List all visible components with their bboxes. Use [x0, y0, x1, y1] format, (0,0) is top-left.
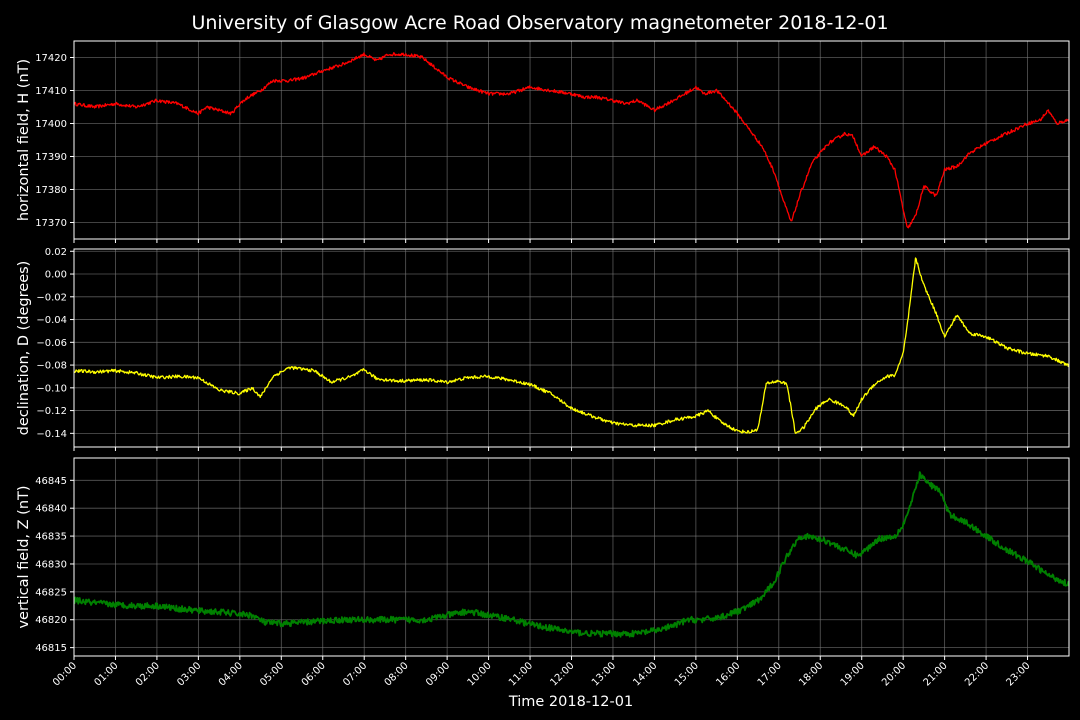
y-tick-label: −0.10	[36, 383, 67, 394]
y-tick-label: 46845	[35, 476, 67, 487]
y-tick-label: 17380	[35, 185, 67, 196]
vertical-field-grid	[73, 458, 1069, 656]
declination-y-axis-label: declination, D (degrees)	[16, 261, 32, 436]
y-tick-label: 46840	[35, 504, 67, 515]
declination-panel: −0.14 −0.12 −0.10 −0.08 −0.06 −0.04 −0.02 0.00 0…	[16, 247, 1070, 451]
y-tick-label: −0.02	[36, 292, 67, 303]
y-tick-label: 0.00	[45, 270, 67, 281]
y-tick-label: 46815	[35, 643, 67, 654]
y-tick-label: 17400	[35, 119, 67, 130]
y-tick-label: −0.12	[36, 406, 67, 417]
y-tick-label: 17370	[35, 218, 67, 229]
vertical-field-y-axis-label: vertical field, Z (nT)	[16, 485, 32, 628]
y-tick-label: −0.08	[36, 361, 67, 372]
y-tick-label: 46825	[35, 587, 67, 598]
vertical-field-series-line	[74, 471, 1069, 638]
y-tick-label: −0.04	[36, 315, 67, 326]
horizontal-field-y-axis-label: horizontal field, H (nT)	[16, 59, 32, 221]
horizontal-field-panel: 17370 17380 17390 17400 17410 17420horizontal…	[16, 40, 1070, 243]
y-tick-label: 46820	[35, 615, 67, 626]
y-tick-label: −0.14	[36, 429, 67, 440]
x-axis-label: Time 2018-12-01	[508, 694, 633, 710]
horizontal-field-grid	[73, 41, 1069, 239]
horizontal-field-series-line	[74, 52, 1069, 229]
chart-title: University of Glasgow Acre Road Observat…	[191, 12, 888, 34]
y-tick-label: 46830	[35, 559, 67, 570]
declination-grid	[73, 249, 1069, 447]
y-tick-label: 17390	[35, 152, 67, 163]
declination-series-line	[74, 257, 1069, 434]
y-tick-label: 0.02	[45, 247, 67, 258]
y-tick-label: 17410	[35, 86, 67, 97]
y-tick-label: 46835	[35, 532, 67, 543]
y-tick-label: 17420	[35, 53, 67, 64]
y-tick-label: −0.06	[36, 338, 67, 349]
